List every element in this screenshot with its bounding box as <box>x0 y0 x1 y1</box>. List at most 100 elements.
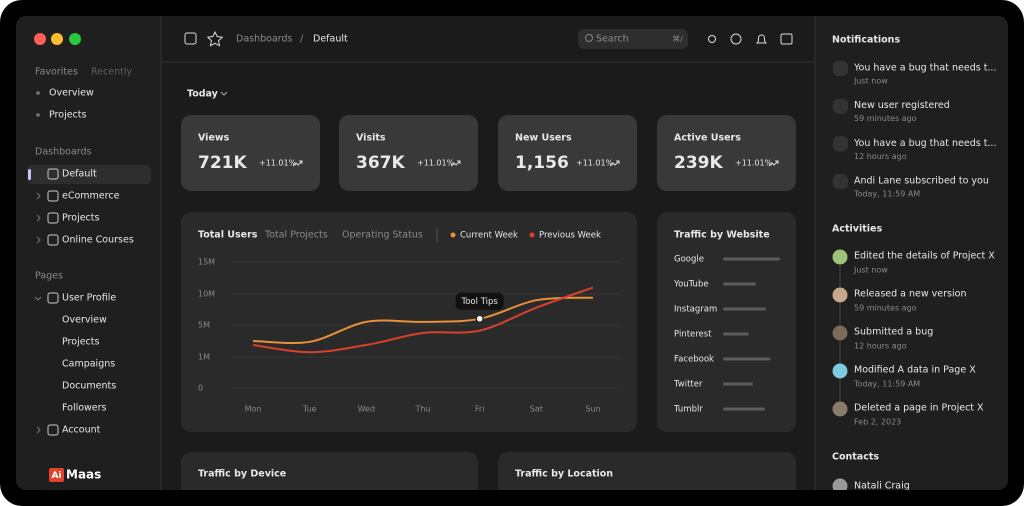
chevron <box>36 426 41 434</box>
legend-dot <box>450 232 456 238</box>
category-label: Tumblr <box>673 405 703 415</box>
nav-item[interactable]: Account <box>62 425 101 436</box>
history-icon[interactable] <box>730 33 742 45</box>
category-label: Google <box>674 255 704 265</box>
bar <box>723 257 780 261</box>
minimize-button[interactable] <box>51 33 63 45</box>
chevron <box>36 192 41 200</box>
close-button[interactable] <box>34 33 46 45</box>
notification-icon <box>833 98 848 114</box>
stat-label: New Users <box>515 133 572 144</box>
panel-heading: Activities <box>832 224 882 235</box>
chart-card <box>657 212 796 432</box>
stat-change: +11.01% <box>417 159 455 168</box>
line-series <box>252 286 594 354</box>
y-tick-label: 15M <box>198 258 215 267</box>
chevron <box>220 91 228 96</box>
panel-heading: Notifications <box>832 35 900 46</box>
search-icon <box>585 34 593 42</box>
avatar <box>832 401 848 417</box>
search-box[interactable] <box>578 29 688 49</box>
avatar <box>832 363 848 379</box>
bullet <box>36 91 40 95</box>
nav-item[interactable]: Projects <box>49 110 87 121</box>
notification-time: 59 minutes ago <box>854 114 917 123</box>
nav-icon <box>47 168 59 180</box>
activity-text[interactable]: Submitted a bug <box>854 327 933 338</box>
activity-time: 59 minutes ago <box>854 304 917 313</box>
chart-tab[interactable]: Total Users <box>198 230 258 241</box>
section-heading: Pages <box>35 271 63 282</box>
bar <box>723 382 753 386</box>
y-tick-label: 0 <box>198 384 203 393</box>
bell-icon[interactable] <box>756 34 767 44</box>
sidebar-toggle[interactable] <box>184 32 197 45</box>
stat-label: Views <box>198 133 230 144</box>
legend-label: Previous Week <box>539 231 601 241</box>
legend-label: Current Week <box>460 231 518 241</box>
nav-icon <box>47 212 59 224</box>
tab[interactable]: Recently <box>91 67 132 78</box>
window: Favorites Recently Overview Projects Dashboa… <box>16 16 1008 492</box>
category-label: Twitter <box>673 380 703 390</box>
card <box>498 452 796 490</box>
stat-card <box>339 115 478 191</box>
notification-text[interactable]: New user registered <box>854 100 950 111</box>
panel-heading: Contacts <box>832 452 879 463</box>
trend-icon <box>292 160 303 167</box>
section-heading: Dashboards <box>35 147 92 158</box>
star-icon[interactable] <box>206 30 224 47</box>
notification-icon <box>833 61 848 76</box>
activity-text[interactable]: Modified A data in Page X <box>854 365 976 376</box>
chart-tab[interactable]: Operating Status <box>342 230 423 241</box>
stat-change: +11.01% <box>259 159 297 168</box>
panel-toggle[interactable] <box>780 33 793 45</box>
nav-item[interactable]: Overview <box>49 88 94 99</box>
activity-time: Feb 2, 2023 <box>854 418 901 427</box>
activity-text[interactable]: Released a new version <box>854 289 966 300</box>
bar <box>723 407 765 411</box>
bar <box>723 357 771 361</box>
stat-value: 367K <box>356 153 405 173</box>
category-label: Instagram <box>674 305 717 315</box>
nav-item[interactable]: User Profile <box>62 293 116 304</box>
breadcrumb-separator: / <box>300 34 304 45</box>
nav-item[interactable]: Projects <box>62 213 100 224</box>
breadcrumb[interactable]: Dashboards <box>236 34 293 45</box>
nav-subitem[interactable]: Documents <box>62 381 116 392</box>
period-select[interactable]: Today <box>187 89 219 100</box>
line-series <box>252 296 594 345</box>
nav-subitem[interactable]: Projects <box>62 337 100 348</box>
activity-text[interactable]: Edited the details of Project X <box>854 251 995 262</box>
activity-time: Today, 11:59 AM <box>853 380 920 389</box>
trend-icon <box>609 160 620 167</box>
y-tick-label: 1M <box>198 353 210 362</box>
notification-text[interactable]: You have a bug that needs t... <box>853 63 996 74</box>
nav-subitem[interactable]: Followers <box>62 403 107 414</box>
nav-item[interactable]: eCommerce <box>62 191 120 202</box>
activity-text[interactable]: Deleted a page in Project X <box>854 403 984 414</box>
nav-item[interactable]: Default <box>62 169 97 180</box>
category-label: Pinterest <box>674 330 712 340</box>
tab[interactable]: Favorites <box>35 67 78 78</box>
chart-tab[interactable]: Total Projects <box>264 230 328 241</box>
stat-label: Visits <box>356 133 386 144</box>
x-tick-label: Tue <box>302 405 317 414</box>
notification-text[interactable]: You have a bug that needs t... <box>853 138 996 149</box>
logo-mark: Ai <box>51 471 61 481</box>
nav-subitem[interactable]: Overview <box>62 315 107 326</box>
stat-value: 239K <box>674 153 723 173</box>
notification-time: Just now <box>853 77 888 86</box>
nav-item[interactable]: Online Courses <box>62 235 134 246</box>
avatar <box>832 478 848 490</box>
maximize-button[interactable] <box>69 33 81 45</box>
nav-icon <box>47 190 59 202</box>
theme-icon[interactable] <box>708 35 716 43</box>
nav-subitem[interactable]: Campaigns <box>62 359 115 370</box>
trend-icon <box>450 160 461 167</box>
notification-text[interactable]: Andi Lane subscribed to you <box>854 176 989 187</box>
breadcrumb[interactable]: Default <box>313 34 348 45</box>
activity-time: Just now <box>853 266 888 275</box>
contact-name[interactable]: Natali Craig <box>854 481 910 492</box>
